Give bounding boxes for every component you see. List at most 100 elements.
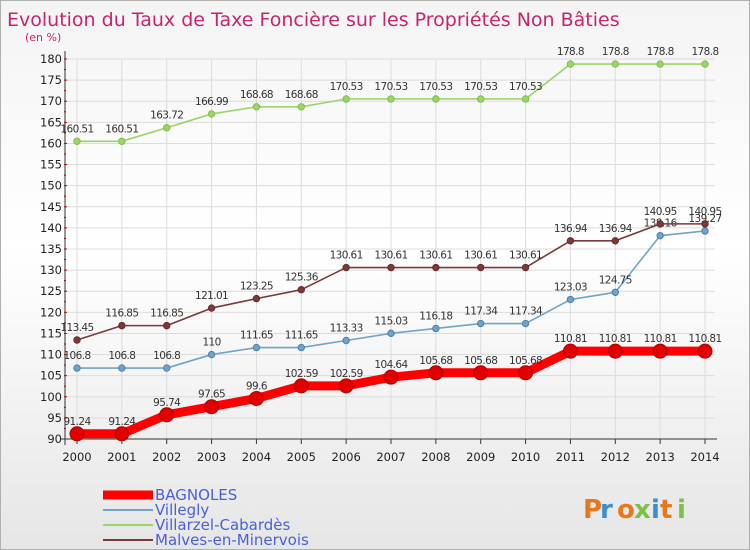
y-tick-label: 150 <box>40 179 62 193</box>
data-label: 110 <box>202 337 220 349</box>
data-point <box>566 295 575 304</box>
data-point <box>611 288 619 296</box>
data-label: 105.68 <box>419 355 452 367</box>
data-point <box>293 378 309 394</box>
data-point <box>118 137 126 145</box>
logo-letter: x <box>634 495 651 525</box>
x-tick-label: 2001 <box>107 450 136 464</box>
y-tick-label: 90 <box>47 432 62 446</box>
series-villarzel-cabard-s: 160.51 160.51 163.72 166.99 168.68 168.68 170.… <box>60 46 719 145</box>
series-layer: 91.24 91.24 95.74 97.65 99.6 102.59 102.59 104.… <box>60 46 722 442</box>
data-label: 116.85 <box>105 308 138 320</box>
x-tick-label: 2012 <box>601 450 630 464</box>
chart-title: Evolution du Taux de Taxe Foncière sur l… <box>7 9 620 31</box>
data-label: 136.94 <box>599 223 633 235</box>
logo-letter: o <box>617 495 635 525</box>
data-label: 104.64 <box>374 359 408 371</box>
data-point <box>562 343 578 359</box>
data-label: 166.99 <box>195 96 228 108</box>
data-label: 170.53 <box>464 81 497 93</box>
x-tick-label: 2003 <box>197 450 226 464</box>
y-tick-label: 135 <box>40 242 62 256</box>
data-label: 95.74 <box>153 397 181 409</box>
data-point <box>432 263 440 272</box>
data-label: 125.36 <box>285 272 319 284</box>
data-point <box>701 220 709 228</box>
data-label: 102.59 <box>285 368 318 380</box>
y-tick-label: 105 <box>40 369 62 383</box>
series-malves-en-minervois: 113.45 116.85 116.85 121.01 123.25 125.36 130.… <box>60 206 722 344</box>
y-tick-label: 175 <box>40 73 62 87</box>
y-tick-label: 120 <box>40 305 62 319</box>
y-tick-label: 130 <box>40 263 62 277</box>
data-point <box>207 304 216 312</box>
data-label: 139.27 <box>688 213 721 225</box>
legend-label: Villarzel-Cabardès <box>155 516 291 534</box>
data-label: 160.51 <box>60 123 93 135</box>
data-label: 163.72 <box>150 110 183 122</box>
logo-letter: P <box>583 495 602 525</box>
data-point <box>697 343 713 359</box>
data-point <box>297 343 305 352</box>
x-tick-label: 2013 <box>646 450 675 464</box>
x-tick-label: 2014 <box>690 450 719 464</box>
data-point <box>248 390 264 406</box>
grid <box>65 58 715 440</box>
data-point <box>159 407 175 423</box>
legend-item: Villegly <box>103 501 209 519</box>
data-point <box>297 286 305 294</box>
data-point <box>656 231 664 240</box>
data-label: 110.81 <box>644 333 677 345</box>
data-point <box>473 365 489 381</box>
x-tick-label: 2002 <box>152 450 181 464</box>
legend-item: Villarzel-Cabardès <box>103 516 291 534</box>
data-label: 130.61 <box>330 250 363 262</box>
data-label: 170.53 <box>374 81 407 93</box>
data-point <box>204 399 220 415</box>
data-point <box>521 263 530 272</box>
data-label: 170.53 <box>509 81 542 93</box>
data-label: 113.33 <box>330 322 363 334</box>
data-point <box>701 60 709 68</box>
data-label: 106.8 <box>108 350 135 362</box>
data-label: 123.03 <box>554 282 587 294</box>
data-point <box>477 263 485 272</box>
series-villegly: 106.8 106.8 106.8 110 111.65 111.65 113.33 115.… <box>63 213 722 372</box>
data-point <box>521 319 530 328</box>
data-point <box>387 95 395 103</box>
data-label: 160.51 <box>105 123 138 135</box>
data-point <box>432 95 440 103</box>
axes: 90 95 100 105 110 115 120 125 130 135 140 145 150 155… <box>40 51 720 464</box>
y-tick-label: 95 <box>47 411 62 425</box>
logo-letter: i <box>677 495 686 525</box>
x-tick-label: 2011 <box>556 450 585 464</box>
data-label: 110.81 <box>599 333 632 345</box>
data-point <box>521 95 530 103</box>
data-point <box>163 321 171 330</box>
data-label: 178.8 <box>602 46 629 58</box>
data-point <box>118 364 126 372</box>
x-tick-label: 2009 <box>466 450 495 464</box>
data-label: 178.8 <box>691 46 718 58</box>
data-label: 124.75 <box>599 274 632 286</box>
data-label: 121.01 <box>195 290 228 302</box>
data-point <box>518 365 534 381</box>
data-point <box>611 237 619 245</box>
y-tick-label: 145 <box>40 200 62 214</box>
data-point <box>114 426 130 442</box>
data-point <box>566 60 575 68</box>
data-label: 168.68 <box>240 89 273 101</box>
data-label: 116.85 <box>150 308 183 320</box>
data-point <box>566 237 575 245</box>
data-point <box>701 227 709 235</box>
data-label: 170.53 <box>419 81 452 93</box>
data-label: 116.18 <box>419 310 452 322</box>
data-point <box>118 321 126 330</box>
y-tick-label: 100 <box>40 390 62 404</box>
y-tick-label: 180 <box>40 52 62 66</box>
y-tick-label: 170 <box>40 94 62 108</box>
data-label: 110.81 <box>554 333 587 345</box>
x-tick-label: 2006 <box>332 450 361 464</box>
data-point <box>69 426 85 442</box>
